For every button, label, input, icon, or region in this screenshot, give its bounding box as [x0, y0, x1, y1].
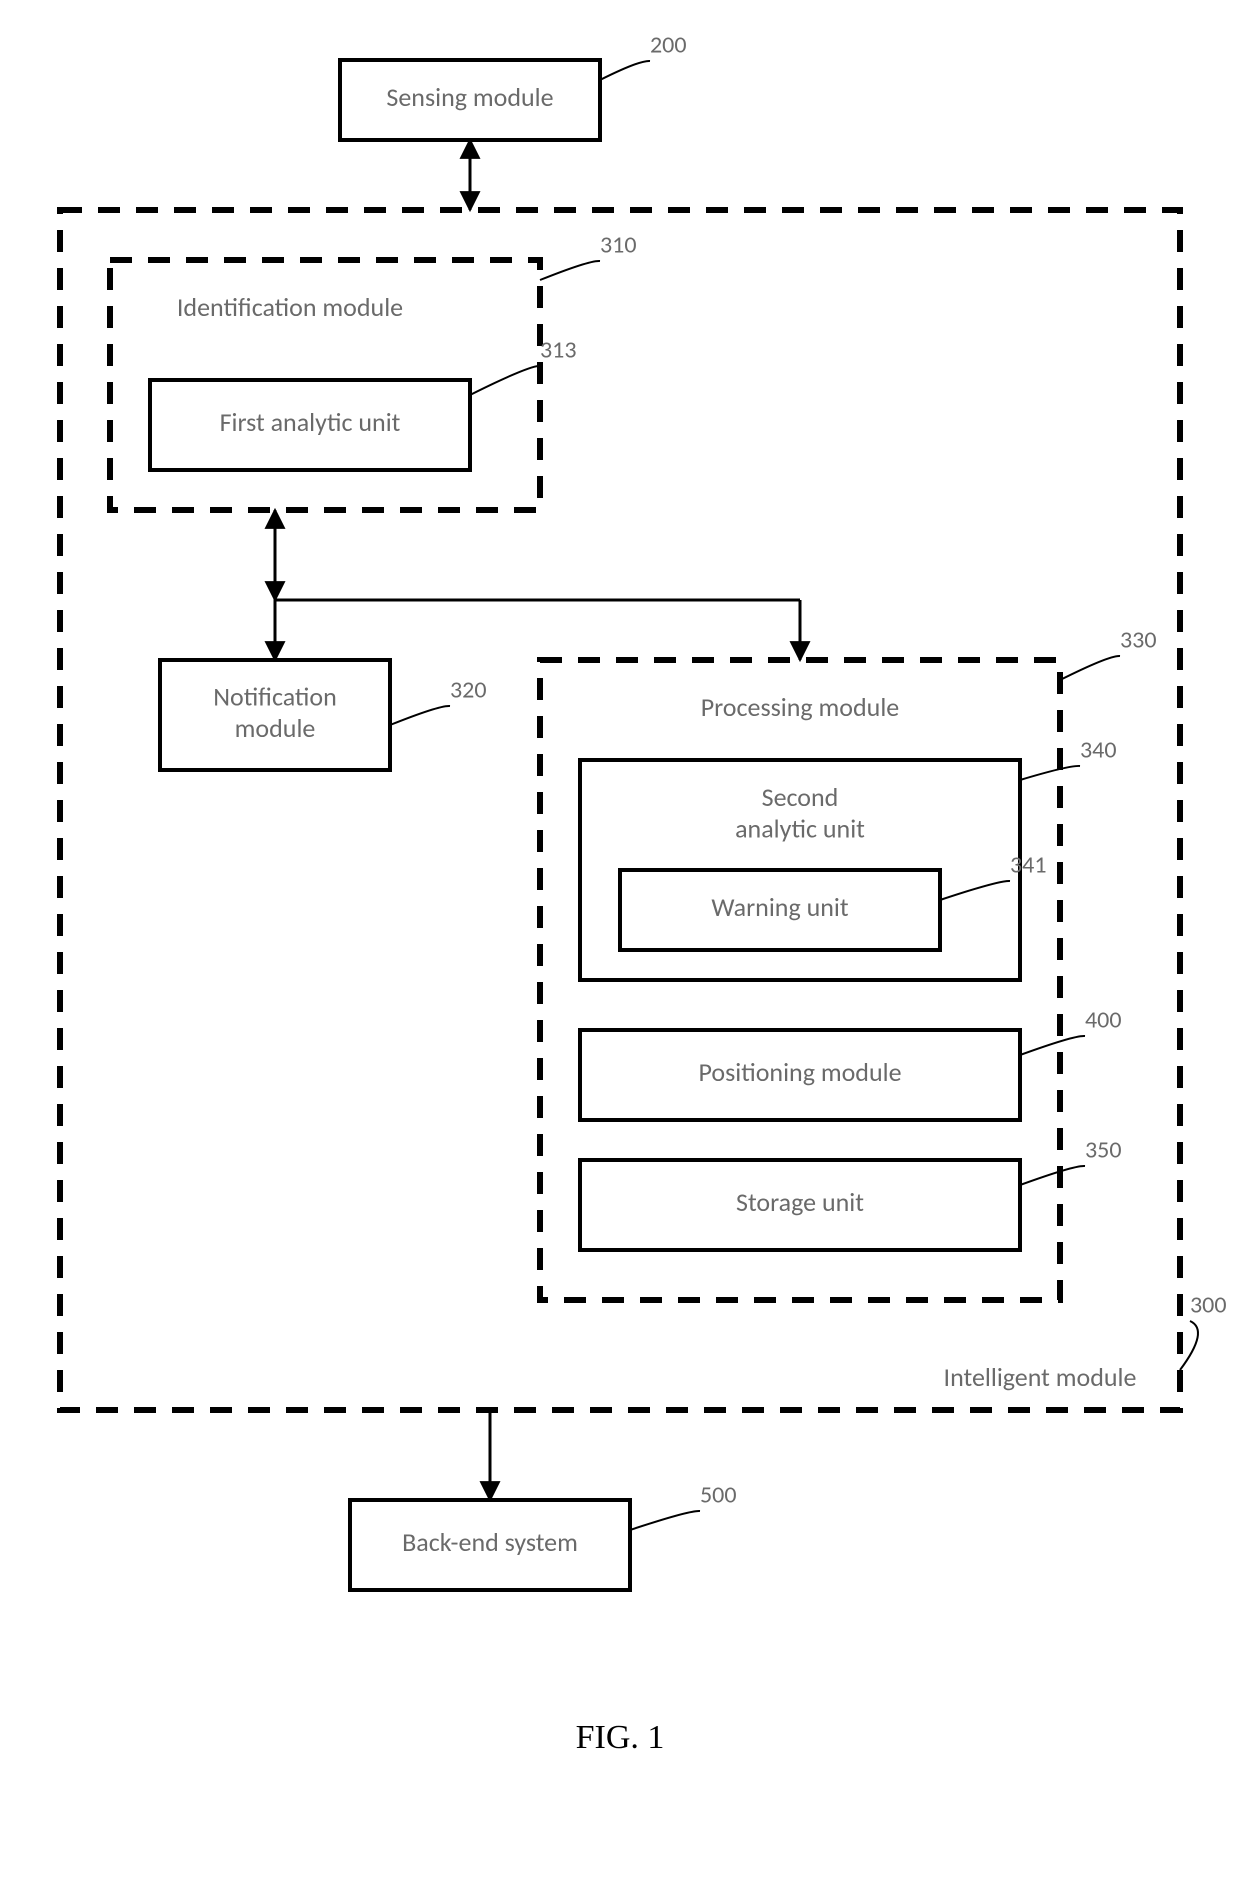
second_analytic-label-0: Second [762, 781, 839, 813]
second_analytic-ref: 340 [1080, 736, 1117, 765]
processing-ref: 330 [1120, 626, 1157, 655]
figure-label: FIG. 1 [576, 1719, 665, 1756]
storage-ref: 350 [1085, 1136, 1122, 1165]
notification-leader [390, 706, 450, 725]
second_analytic-leader [1020, 766, 1080, 780]
first_analytic-ref: 313 [540, 336, 577, 365]
intelligent-label: Intelligent module [944, 1361, 1137, 1393]
sensing-ref: 200 [650, 31, 687, 60]
storage-leader [1020, 1166, 1085, 1185]
intelligent-box [60, 210, 1180, 1410]
notification-ref: 320 [450, 676, 487, 705]
warning-leader [940, 881, 1010, 900]
second_analytic-label-1: analytic unit [735, 812, 865, 844]
warning-ref: 341 [1010, 851, 1047, 880]
first_analytic-label: First analytic unit [220, 406, 401, 438]
storage-label: Storage unit [736, 1186, 864, 1218]
notification-label-0: Notification [213, 681, 337, 713]
warning-label: Warning unit [711, 891, 848, 923]
first_analytic-leader [470, 366, 540, 395]
identification-ref: 310 [600, 231, 637, 260]
sensing-label: Sensing module [386, 81, 553, 113]
identification-label: Identification module [177, 291, 403, 323]
intelligent-ref: 300 [1190, 1291, 1227, 1320]
positioning-ref: 400 [1085, 1006, 1122, 1035]
positioning-label: Positioning module [698, 1056, 901, 1088]
identification-leader [540, 261, 600, 280]
backend-leader [630, 1511, 700, 1530]
processing-label: Processing module [701, 691, 900, 723]
notification-label-1: module [235, 712, 316, 744]
processing-leader [1060, 656, 1120, 680]
backend-label: Back-end system [402, 1526, 578, 1558]
block-diagram: 200 300 310 313 320 330 340 341 400 350 500 Sensin… [0, 0, 1240, 1879]
positioning-leader [1020, 1036, 1085, 1055]
sensing-leader [600, 61, 650, 80]
backend-ref: 500 [700, 1481, 737, 1510]
